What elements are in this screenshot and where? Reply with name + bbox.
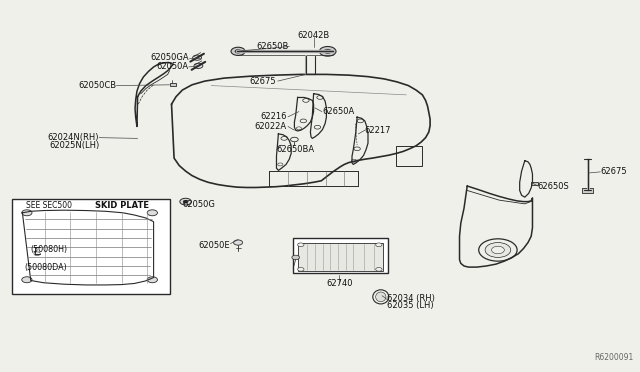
Text: 62042B: 62042B: [298, 31, 330, 40]
Ellipse shape: [372, 290, 388, 304]
Circle shape: [234, 240, 243, 245]
Circle shape: [351, 159, 356, 162]
Circle shape: [147, 210, 157, 216]
Circle shape: [180, 198, 191, 205]
Text: 62035 (LH): 62035 (LH): [387, 301, 434, 310]
Text: 62022A: 62022A: [255, 122, 287, 131]
Bar: [170, 83, 176, 86]
Text: 62025N(LH): 62025N(LH): [49, 141, 99, 150]
Bar: [582, 188, 593, 193]
Circle shape: [479, 239, 517, 261]
Circle shape: [231, 47, 245, 55]
Circle shape: [292, 255, 300, 260]
Circle shape: [324, 49, 332, 54]
Circle shape: [193, 55, 202, 60]
Circle shape: [303, 99, 309, 102]
Text: 62024N(RH): 62024N(RH): [48, 133, 99, 142]
Text: 62650A: 62650A: [322, 107, 354, 116]
Text: 62034 (RH): 62034 (RH): [387, 294, 435, 303]
Text: SEE SEC500: SEE SEC500: [26, 201, 72, 210]
Circle shape: [296, 127, 301, 130]
Text: SKID PLATE: SKID PLATE: [95, 201, 148, 210]
Circle shape: [147, 277, 157, 283]
Text: 62050A: 62050A: [157, 62, 189, 71]
Bar: [293, 238, 388, 273]
Text: 62675: 62675: [250, 77, 276, 86]
Circle shape: [298, 243, 304, 247]
Text: 62050E: 62050E: [199, 241, 230, 250]
Circle shape: [22, 277, 32, 283]
Circle shape: [281, 137, 287, 140]
Text: R6200091: R6200091: [595, 353, 634, 362]
Text: 62050GA: 62050GA: [150, 53, 189, 62]
Text: (50080DA): (50080DA): [24, 263, 67, 272]
Circle shape: [376, 243, 382, 247]
Circle shape: [354, 147, 360, 151]
Text: 62216: 62216: [260, 112, 287, 121]
Circle shape: [194, 63, 203, 68]
Text: 62740: 62740: [326, 279, 353, 288]
Text: 62050CB: 62050CB: [78, 81, 116, 90]
Circle shape: [376, 267, 382, 271]
Circle shape: [314, 125, 321, 129]
Circle shape: [291, 137, 298, 142]
Circle shape: [492, 246, 504, 254]
Bar: [531, 182, 538, 185]
Circle shape: [235, 49, 241, 53]
Circle shape: [278, 163, 283, 166]
Text: 62217: 62217: [365, 126, 391, 135]
Circle shape: [319, 46, 336, 56]
Circle shape: [183, 200, 188, 203]
Ellipse shape: [376, 292, 386, 302]
Circle shape: [22, 210, 32, 216]
Circle shape: [34, 252, 40, 256]
Text: 62050G: 62050G: [182, 200, 215, 209]
Text: (50080H): (50080H): [31, 246, 68, 254]
Text: 62650S: 62650S: [538, 182, 570, 190]
Circle shape: [317, 96, 323, 99]
Text: 62675: 62675: [600, 167, 627, 176]
Text: 62650B: 62650B: [256, 42, 289, 51]
Circle shape: [485, 243, 511, 257]
Text: 62650BA: 62650BA: [276, 145, 315, 154]
Circle shape: [357, 119, 364, 123]
Circle shape: [298, 267, 304, 271]
Bar: [12, 199, 170, 294]
Bar: [298, 243, 383, 271]
Circle shape: [300, 119, 307, 123]
Bar: [396, 146, 422, 166]
